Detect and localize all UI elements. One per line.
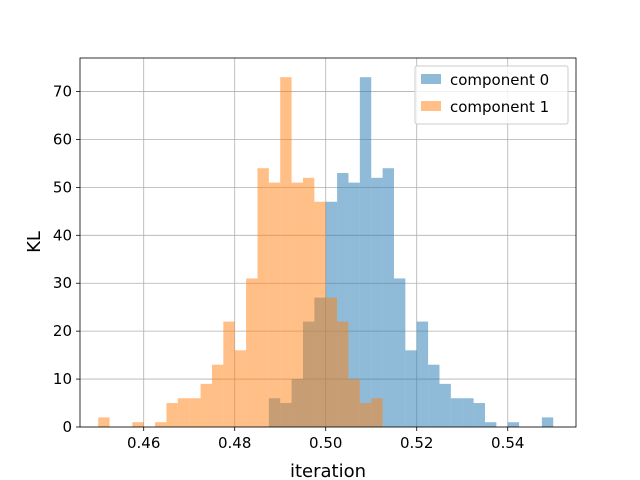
y-tick-label: 50: [53, 178, 72, 196]
legend-box: [414, 65, 569, 125]
histogram-bar: [291, 182, 303, 427]
y-axis-label: KL: [24, 231, 45, 253]
histogram-bar: [223, 321, 235, 427]
legend-label-component-1: component 1: [450, 98, 549, 116]
histogram-bar: [416, 321, 429, 427]
histogram-bar: [507, 422, 520, 427]
histogram-bar: [337, 173, 349, 427]
x-tick-label: 0.52: [400, 434, 433, 452]
histogram-bar: [98, 417, 110, 427]
y-tick-label: 40: [53, 226, 72, 244]
histogram-bar: [371, 177, 383, 427]
y-tick-label: 10: [53, 370, 72, 388]
y-tick-label: 60: [53, 130, 72, 148]
histogram-bar: [234, 350, 247, 427]
histogram-bar: [405, 350, 417, 427]
y-tick-label: 20: [53, 322, 72, 340]
histogram-bar: [200, 383, 212, 427]
histogram-bar: [348, 379, 360, 427]
x-tick-label: 0.46: [127, 434, 160, 452]
legend: component 0 component 1: [414, 65, 569, 125]
histogram-bar: [359, 403, 372, 427]
legend-swatch-component-0: [421, 74, 441, 84]
histogram-bar: [348, 182, 360, 427]
histogram-bar: [132, 422, 144, 427]
histogram-bar: [541, 417, 554, 427]
histogram-bar: [268, 182, 281, 427]
histogram-bar: [450, 398, 463, 427]
x-tick-label: 0.50: [309, 434, 342, 452]
y-tick-label: 70: [53, 83, 72, 101]
histogram-bar: [439, 383, 451, 427]
series-component-1-bars: [98, 77, 383, 428]
x-tick-label: 0.54: [491, 434, 524, 452]
histogram-bar: [484, 422, 497, 427]
histogram-bar: [428, 364, 440, 427]
legend-swatch-component-1: [421, 101, 441, 111]
histogram-bar: [166, 403, 178, 427]
y-axis-ticks: 0 10 20 30 40 50 60 70: [53, 83, 80, 436]
histogram-bar: [325, 297, 338, 427]
histogram-bar: [371, 398, 383, 427]
histogram-bar: [302, 177, 315, 427]
histogram-bar: [189, 398, 201, 427]
x-axis-label: iteration: [290, 461, 366, 480]
y-tick-label: 0: [62, 418, 72, 436]
histogram-bar: [246, 278, 258, 427]
histogram-bar: [382, 168, 394, 428]
plot-area-frame: [79, 57, 577, 428]
histogram-bar: [155, 422, 167, 427]
histogram-bar: [393, 278, 406, 427]
legend-label-component-0: component 0: [450, 71, 549, 89]
histogram-bar: [462, 398, 474, 427]
histogram-bar: [359, 77, 372, 428]
histogram-bar: [211, 364, 224, 427]
x-axis-ticks: 0.46 0.48 0.50 0.52 0.54: [127, 427, 524, 452]
histogram-bar: [280, 77, 292, 428]
histogram-bar: [473, 403, 485, 427]
histogram-bar: [314, 201, 326, 427]
x-tick-label: 0.48: [218, 434, 251, 452]
histogram-bar: [177, 398, 190, 427]
histogram-bar: [257, 168, 269, 428]
histogram-bar: [337, 321, 349, 427]
y-tick-label: 30: [53, 274, 72, 292]
